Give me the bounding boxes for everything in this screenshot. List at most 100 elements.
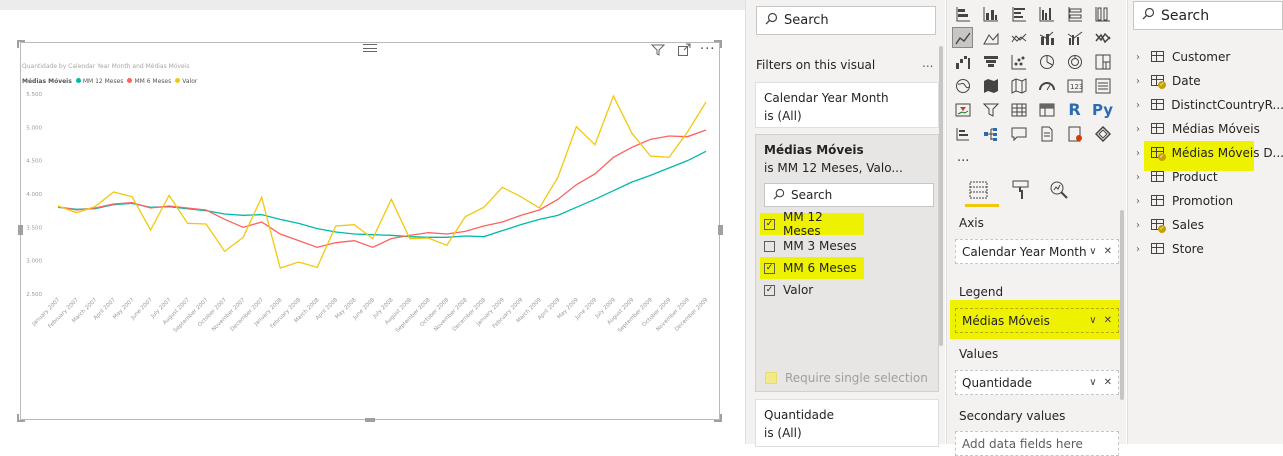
analytics-tab-icon[interactable] xyxy=(1049,180,1069,204)
resize-handle-top-left[interactable] xyxy=(17,40,25,48)
remove-icon[interactable]: ✕ xyxy=(1103,377,1112,388)
filter-card-search[interactable]: Search xyxy=(764,183,934,207)
waterfall-chart-icon[interactable] xyxy=(953,52,972,71)
pie-chart-icon[interactable] xyxy=(1037,52,1056,71)
chevron-right-icon[interactable]: › xyxy=(1136,51,1140,63)
resize-handle-top-right[interactable] xyxy=(714,40,722,48)
field-table-4[interactable]: › ✓ Médias Móveis D... xyxy=(1128,141,1283,165)
chevron-right-icon[interactable]: › xyxy=(1136,147,1140,159)
field-table-0[interactable]: › Customer xyxy=(1128,45,1283,69)
line-and-stacked-column-icon[interactable] xyxy=(1037,28,1056,47)
more-options-icon[interactable]: ··· xyxy=(700,42,716,57)
chevron-down-icon[interactable]: ∨ xyxy=(1089,377,1097,388)
field-table-6[interactable]: › Promotion xyxy=(1128,189,1283,213)
series-line-valor[interactable] xyxy=(57,94,707,269)
chevron-right-icon[interactable]: › xyxy=(1136,75,1140,87)
field-table-5[interactable]: › Product xyxy=(1128,165,1283,189)
filter-card-calendar-year-month[interactable]: Calendar Year Month is (All) xyxy=(755,82,939,128)
filter-card-medias-moveis[interactable]: Médias Móveis is MM 12 Meses, Valo... Se… xyxy=(755,134,939,392)
100-stacked-column-chart-icon[interactable] xyxy=(1093,4,1112,23)
line-and-clustered-column-icon[interactable] xyxy=(1065,28,1084,47)
line-chart-icon-selected[interactable] xyxy=(952,27,973,48)
clustered-column-chart-icon[interactable] xyxy=(1037,4,1056,23)
require-single-selection[interactable]: Require single selection xyxy=(765,371,928,385)
scatter-chart-icon[interactable] xyxy=(1009,52,1028,71)
line-chart-visual[interactable] xyxy=(20,42,720,420)
chevron-down-icon[interactable]: ∨ xyxy=(1089,246,1097,257)
visualizations-scrollbar[interactable] xyxy=(1120,210,1124,400)
filters-search-box[interactable]: Search xyxy=(756,6,936,35)
python-visual-icon[interactable]: Py xyxy=(1091,100,1114,119)
fields-search-box[interactable]: Search xyxy=(1133,1,1283,30)
decomposition-tree-icon[interactable] xyxy=(981,124,1000,143)
remove-icon[interactable]: ✕ xyxy=(1103,315,1112,326)
power-apps-icon[interactable] xyxy=(1093,124,1112,143)
paginated-report-icon[interactable] xyxy=(1065,124,1084,143)
resize-handle-right[interactable] xyxy=(718,225,723,235)
resize-handle-left[interactable] xyxy=(18,225,23,235)
drag-grip-icon[interactable] xyxy=(363,44,377,52)
legend-well[interactable]: Médias Móveis ∨ ✕ xyxy=(955,308,1119,333)
filled-map-icon[interactable] xyxy=(981,76,1000,95)
format-tab-icon[interactable] xyxy=(1011,180,1031,204)
resize-handle-bottom[interactable] xyxy=(365,418,375,422)
qa-visual-icon[interactable] xyxy=(1009,124,1028,143)
filter-option-mm6[interactable]: ✓ MM 6 Meses xyxy=(760,257,864,279)
filter-option-mm12[interactable]: ✓ MM 12 Meses xyxy=(760,210,864,238)
legend-item-valor[interactable]: Valor xyxy=(175,78,197,85)
filters-more-icon[interactable]: ... xyxy=(922,56,934,70)
filter-card-quantidade[interactable]: Quantidade is (All) xyxy=(755,399,939,447)
area-chart-icon[interactable] xyxy=(981,28,1000,47)
kpi-icon[interactable] xyxy=(953,100,972,119)
field-table-8[interactable]: › Store xyxy=(1128,237,1283,261)
filters-scrollbar[interactable] xyxy=(939,46,943,346)
slicer-icon[interactable] xyxy=(981,100,1000,119)
field-table-3[interactable]: › Médias Móveis xyxy=(1128,117,1283,141)
remove-icon[interactable]: ✕ xyxy=(1103,246,1112,257)
stacked-bar-chart-icon[interactable] xyxy=(953,4,972,23)
table-icon[interactable] xyxy=(1009,100,1028,119)
ribbon-chart-icon[interactable] xyxy=(1093,28,1112,47)
stacked-area-chart-icon[interactable] xyxy=(1009,28,1028,47)
values-well[interactable]: Quantidade ∨ ✕ xyxy=(955,370,1119,395)
resize-handle-bottom-right[interactable] xyxy=(714,414,722,422)
series-line-mm-6-meses[interactable] xyxy=(57,129,707,249)
axis-well[interactable]: Calendar Year Month ∨ ✕ xyxy=(955,239,1119,264)
multi-row-card-icon[interactable] xyxy=(1093,76,1112,95)
card-icon[interactable]: 123 xyxy=(1065,76,1084,95)
treemap-icon[interactable] xyxy=(1093,52,1112,71)
filter-option-valor[interactable]: ✓ Valor xyxy=(764,283,814,297)
fields-tab-icon[interactable] xyxy=(969,180,989,204)
checkbox-icon[interactable] xyxy=(764,240,775,252)
more-visuals-icon[interactable]: ... xyxy=(957,150,970,165)
field-table-2[interactable]: › DistinctCountryR... xyxy=(1128,93,1283,117)
series-line-mm-12-meses[interactable] xyxy=(57,150,707,238)
require-single-toggle-icon[interactable] xyxy=(765,372,777,384)
chevron-down-icon[interactable]: ∨ xyxy=(1089,315,1097,326)
clustered-bar-chart-icon[interactable] xyxy=(1009,4,1028,23)
checkbox-checked-icon[interactable]: ✓ xyxy=(764,218,775,230)
100-stacked-bar-chart-icon[interactable] xyxy=(1065,4,1084,23)
funnel-chart-icon[interactable] xyxy=(981,52,1000,71)
key-influencers-icon[interactable] xyxy=(953,124,972,143)
filter-icon[interactable] xyxy=(650,43,666,61)
chevron-right-icon[interactable]: › xyxy=(1136,195,1140,207)
smart-narrative-icon[interactable] xyxy=(1037,124,1056,143)
chevron-right-icon[interactable]: › xyxy=(1136,243,1140,255)
checkbox-checked-icon[interactable]: ✓ xyxy=(764,284,775,296)
map-icon[interactable] xyxy=(953,76,972,95)
chevron-right-icon[interactable]: › xyxy=(1136,219,1140,231)
chevron-right-icon[interactable]: › xyxy=(1136,171,1140,183)
chevron-right-icon[interactable]: › xyxy=(1136,123,1140,135)
filter-option-mm3[interactable]: MM 3 Meses xyxy=(764,235,930,257)
r-script-visual-icon[interactable]: R xyxy=(1068,100,1081,119)
focus-mode-icon[interactable] xyxy=(677,43,691,61)
chevron-right-icon[interactable]: › xyxy=(1136,99,1140,111)
field-table-7[interactable]: › ✓ Sales xyxy=(1128,213,1283,237)
checkbox-checked-icon[interactable]: ✓ xyxy=(764,262,775,274)
shape-map-icon[interactable] xyxy=(1009,76,1028,95)
legend-item-mm6[interactable]: MM 6 Meses xyxy=(127,78,171,85)
stacked-column-chart-icon[interactable] xyxy=(981,4,1000,23)
resize-handle-bottom-left[interactable] xyxy=(17,414,25,422)
field-table-1[interactable]: › ✓ Date xyxy=(1128,69,1283,93)
